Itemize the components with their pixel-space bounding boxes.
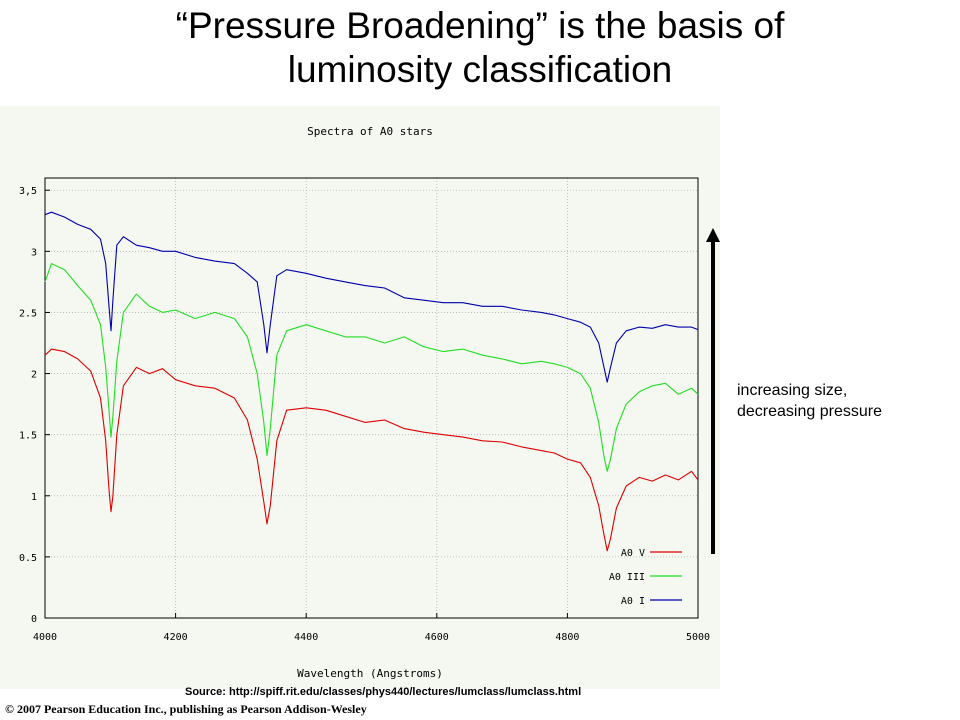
- x-axis-label: Wavelength (Angstroms): [297, 667, 443, 680]
- slide-title-line-2: luminosity classification: [287, 49, 673, 90]
- y-tick-label: 1: [31, 492, 37, 503]
- chart-background: [0, 106, 720, 689]
- series-lines: [44, 211, 699, 552]
- series-line-a0-iii: [44, 263, 699, 472]
- series-line-a0-v: [44, 348, 699, 552]
- x-tick-label: 4800: [555, 632, 579, 643]
- pressure-annotation: increasing size, decreasing pressure: [737, 380, 882, 422]
- source-note: Source: http://spiff.rit.edu/classes/phy…: [185, 686, 582, 698]
- arrow-up-icon: [706, 228, 720, 554]
- y-tick-label: 1.5: [19, 431, 37, 442]
- legend-label: A0 I: [621, 596, 645, 607]
- y-tick-label: 0.5: [19, 553, 37, 564]
- annotation-line-2: decreasing pressure: [737, 403, 882, 420]
- x-tick-label: 5000: [686, 632, 710, 643]
- y-tick-label: 0: [31, 614, 37, 625]
- x-tick-label: 4000: [33, 632, 57, 643]
- y-tick-label: 2.5: [19, 308, 37, 319]
- y-tick-label: 2: [31, 370, 37, 381]
- x-tick-label: 4200: [164, 632, 188, 643]
- legend-label: A0 V: [621, 548, 645, 559]
- spectra-chart: Spectra of A0 stars 4000 4200 4400 4600 4800…: [0, 106, 720, 689]
- y-tick-label: 3,5: [19, 186, 37, 197]
- y-tick-label: 3: [31, 247, 37, 258]
- slide-title-line-1: “Pressure Broadening” is the basis of: [175, 5, 785, 46]
- series-line-a0-i: [44, 211, 699, 383]
- pressure-arrow: [702, 228, 724, 554]
- chart-title: Spectra of A0 stars: [307, 125, 433, 138]
- copyright-note: © 2007 Pearson Education Inc., publishin…: [5, 702, 367, 716]
- x-tick-label: 4600: [425, 632, 449, 643]
- legend-label: A0 III: [609, 572, 645, 583]
- annotation-line-1: increasing size,: [737, 382, 848, 399]
- x-tick-label: 4400: [294, 632, 318, 643]
- tick-labels: 4000 4200 4400 4600 4800 5000 0 0.5 1 1.5 2 2.5 3 3,5: [19, 186, 710, 643]
- chart-panel: Spectra of A0 stars 4000 4200 4400 4600 4800…: [0, 106, 720, 689]
- slide-title: “Pressure Broadening” is the basis of lu…: [0, 4, 960, 92]
- plot-frame: [44, 177, 699, 619]
- legend: A0 V A0 III A0 I: [609, 548, 682, 607]
